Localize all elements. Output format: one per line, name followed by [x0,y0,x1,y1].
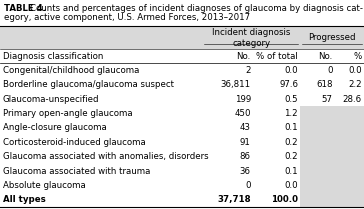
Text: 0.1: 0.1 [285,124,298,133]
Text: 0: 0 [245,181,251,190]
Text: No.: No. [318,52,333,61]
Bar [300,178,364,192]
Text: 450: 450 [234,109,251,118]
Text: %: % [353,52,362,61]
Text: 97.6: 97.6 [279,80,298,89]
Text: 0.0: 0.0 [285,181,298,190]
Text: Incident diagnosis
category: Incident diagnosis category [212,28,290,48]
Text: 43: 43 [240,124,251,133]
Text: % of total: % of total [256,52,298,61]
Text: Counts and percentages of incident diagnoses of glaucoma by diagnosis cat-: Counts and percentages of incident diagn… [30,4,363,13]
Text: Glaucoma-unspecified: Glaucoma-unspecified [3,95,99,104]
Bar [0,149,364,164]
Text: 618: 618 [316,80,333,89]
Bar [300,135,364,149]
Text: 37,718: 37,718 [217,195,251,204]
Text: 0: 0 [327,66,333,75]
Text: 2: 2 [245,66,251,75]
Text: 57: 57 [322,95,333,104]
Bar [0,26,364,49]
Text: 36: 36 [240,167,251,176]
Text: Absolute glaucoma: Absolute glaucoma [3,181,86,190]
Text: Congenital/childhood glaucoma: Congenital/childhood glaucoma [3,66,139,75]
Bar [0,78,364,92]
Bar [0,49,364,63]
Bar [0,192,364,207]
Text: egory, active component, U.S. Armed Forces, 2013–2017: egory, active component, U.S. Armed Forc… [4,13,250,22]
Text: Glaucoma associated with anomalies, disorders: Glaucoma associated with anomalies, diso… [3,152,209,161]
Text: 28.6: 28.6 [343,95,362,104]
Text: 0.1: 0.1 [285,167,298,176]
Text: 0.0: 0.0 [285,66,298,75]
Text: 0.0: 0.0 [348,66,362,75]
Bar [300,164,364,178]
Text: 0.2: 0.2 [285,138,298,147]
Text: 86: 86 [240,152,251,161]
Bar [0,63,364,78]
Bar [300,149,364,164]
Text: Progressed: Progressed [308,33,356,42]
Text: 0.5: 0.5 [285,95,298,104]
Text: No.: No. [237,52,251,61]
Bar [300,106,364,121]
Bar [0,164,364,178]
Text: 36,811: 36,811 [221,80,251,89]
Bar [0,106,364,121]
Text: Angle-closure glaucoma: Angle-closure glaucoma [3,124,107,133]
Text: 91: 91 [240,138,251,147]
Text: Borderline glaucoma/glaucoma suspect: Borderline glaucoma/glaucoma suspect [3,80,174,89]
Text: All types: All types [3,195,45,204]
Text: 100.0: 100.0 [271,195,298,204]
Text: Primary open-angle glaucoma: Primary open-angle glaucoma [3,109,132,118]
Text: Corticosteroid-induced glaucoma: Corticosteroid-induced glaucoma [3,138,146,147]
Bar [0,92,364,106]
Bar [300,121,364,135]
Text: 0.2: 0.2 [285,152,298,161]
Bar [0,121,364,135]
Bar [300,192,364,207]
Bar [0,178,364,192]
Text: 1.2: 1.2 [285,109,298,118]
Text: Diagnosis classification: Diagnosis classification [3,52,103,61]
Text: Glaucoma associated with trauma: Glaucoma associated with trauma [3,167,150,176]
Text: TABLE 4.: TABLE 4. [4,4,47,13]
Bar [0,135,364,149]
Text: 199: 199 [234,95,251,104]
Text: 2.2: 2.2 [348,80,362,89]
